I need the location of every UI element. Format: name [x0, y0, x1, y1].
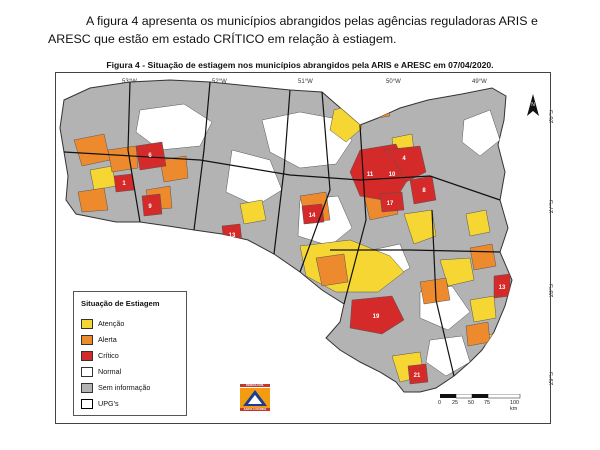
lon-label: 51°W [298, 79, 313, 85]
scale-bar: 0 25 50 75 100 km [438, 394, 526, 412]
critical-label: 1 [122, 181, 126, 187]
critical-region [113, 173, 135, 193]
civil-defense-icon [240, 388, 270, 408]
critical-label: 19 [373, 314, 380, 320]
scale-tick: 75 [484, 400, 490, 406]
normal-region [225, 149, 283, 207]
critical-region [407, 363, 429, 385]
critical-region [409, 175, 437, 205]
scale-tick: 25 [452, 400, 458, 406]
alert-region [465, 321, 491, 347]
critical-labels: 6 11 10 4 8 9 1 14 17 13 19 13 21 [122, 153, 506, 379]
critical-region [135, 141, 167, 171]
attention-region [439, 257, 475, 287]
alert-region [107, 145, 139, 173]
legend-swatch [81, 351, 93, 361]
lon-label: 49°W [472, 79, 487, 85]
scale-tick: 0 [438, 400, 441, 406]
legend-swatch [81, 399, 93, 409]
alert-region [159, 155, 189, 183]
critical-label: 14 [309, 213, 316, 219]
legend-label: Crítico [98, 351, 119, 360]
legend-label: Sem informação [98, 383, 151, 392]
legend-swatch [81, 335, 93, 345]
figure-caption: Figura 4 - Situação de estiagem nos muni… [106, 60, 494, 70]
normal-region [135, 103, 213, 151]
lon-label: 52°W [212, 79, 227, 85]
legend: Situação de Estiagem Atenção Alerta Crít… [73, 291, 187, 416]
critical-label: 11 [367, 172, 374, 178]
legend-swatch [81, 383, 93, 393]
legend-title: Situação de Estiagem [81, 299, 160, 308]
critical-region [301, 203, 325, 225]
alert-region [469, 243, 497, 271]
normal-region [461, 109, 501, 157]
alert-region [359, 93, 391, 121]
alert-region [315, 253, 349, 287]
attention-region [465, 209, 491, 237]
scale-tick: 50 [468, 400, 474, 406]
legend-label: UPG's [98, 399, 119, 408]
critical-label: 4 [402, 156, 406, 162]
scale-bar-graphic [440, 394, 521, 399]
normal-region [261, 111, 353, 169]
critical-region [349, 295, 405, 335]
legend-swatch [81, 367, 93, 377]
critical-label: 8 [422, 188, 426, 194]
legend-label: Alerta [98, 335, 117, 344]
north-label: N [531, 102, 535, 108]
scale-tick: 100 km [510, 400, 519, 412]
critical-label: 6 [148, 153, 152, 159]
logo-line-2: SANTA CATARINA [240, 408, 270, 411]
critical-label: 13 [499, 285, 506, 291]
defesa-civil-logo: DEFESA CIVIL SANTA CATARINA [240, 384, 270, 412]
intro-paragraph: A figura 4 apresenta os municípios abran… [48, 12, 556, 48]
attention-region [239, 199, 267, 225]
normal-region [257, 279, 317, 323]
critical-label: 21 [414, 373, 421, 379]
north-arrow-icon: N [527, 94, 539, 116]
critical-label: 9 [148, 204, 152, 210]
alert-region [77, 187, 109, 213]
critical-label: 13 [229, 233, 236, 239]
attention-region [403, 209, 437, 245]
legend-swatch [81, 319, 93, 329]
intro-line-1: A figura 4 apresenta os municípios abran… [86, 14, 538, 28]
lon-label: 50°W [386, 79, 401, 85]
critical-region [141, 193, 163, 217]
normal-region [425, 335, 471, 377]
critical-label: 10 [389, 172, 396, 178]
legend-label: Normal [98, 367, 122, 376]
attention-region [469, 295, 497, 323]
legend-label: Atenção [98, 319, 125, 328]
critical-region [379, 191, 405, 213]
logo-line-1: DEFESA CIVIL [240, 384, 270, 387]
critical-label: 17 [387, 201, 394, 207]
intro-line-2: ARESC que estão em estado CRÍTICO em rel… [48, 32, 397, 46]
